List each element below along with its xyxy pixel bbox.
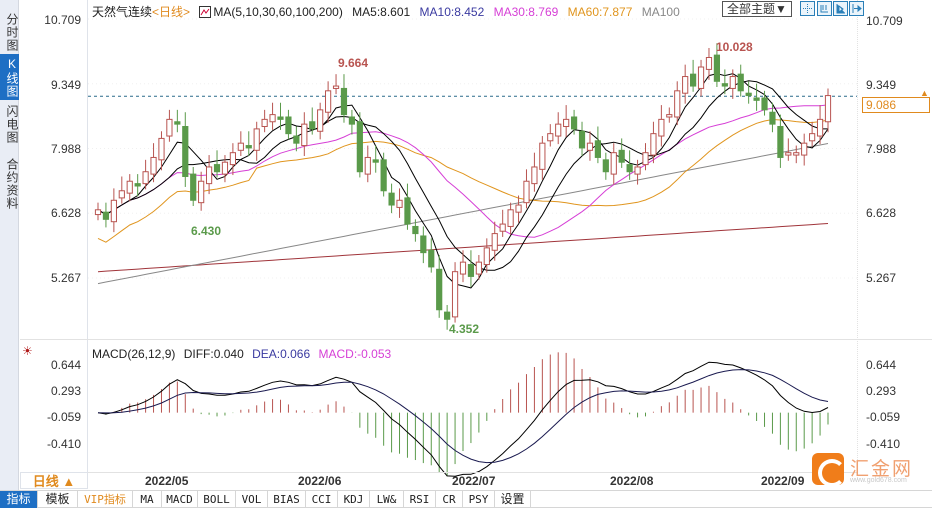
price-tick: 10.709 bbox=[44, 13, 81, 27]
period-tag: <日线> bbox=[152, 5, 191, 19]
diff-value: DIFF:0.040 bbox=[183, 347, 244, 361]
logo-icon bbox=[812, 453, 846, 487]
tab-boll[interactable]: BOLL bbox=[198, 491, 236, 508]
dea-value: DEA:0.066 bbox=[252, 347, 311, 361]
svg-text:9.664: 9.664 bbox=[338, 56, 368, 70]
macd-tick: -0.410 bbox=[46, 437, 81, 451]
price-tick: 6.628 bbox=[866, 206, 897, 220]
tab-flash-chart[interactable]: 闪电图 bbox=[5, 104, 19, 144]
macd-tick: -0.410 bbox=[866, 437, 901, 451]
macd-tick: -0.059 bbox=[46, 410, 81, 424]
tab-indicators[interactable]: 指标 bbox=[0, 491, 38, 508]
tab-lwr[interactable]: LW& bbox=[370, 491, 404, 508]
price-tick: 5.267 bbox=[50, 271, 81, 285]
logo-text: 汇金网 bbox=[850, 459, 914, 480]
date-axis: 2022/05 2022/06 2022/07 2022/08 2022/09 bbox=[88, 472, 857, 488]
theme-dropdown[interactable]: 全部主题▼ bbox=[722, 1, 792, 17]
ma30-value: MA30:8.769 bbox=[493, 5, 559, 19]
date-tick: 2022/09 bbox=[761, 474, 805, 488]
macd-settings-icon[interactable]: ☀ bbox=[22, 344, 33, 358]
tab-cr[interactable]: CR bbox=[436, 491, 463, 508]
period-selector[interactable]: 日线 ▲ bbox=[20, 472, 88, 489]
macd-legend: MACD(26,12,9) DIFF:0.040 DEA:0.066 MACD:… bbox=[92, 347, 396, 361]
tab-templates[interactable]: 模板 bbox=[38, 491, 78, 508]
macd-value: MACD:-0.053 bbox=[318, 347, 392, 361]
current-price-arrow-icon: ▲ bbox=[920, 88, 929, 98]
kline-plot-area[interactable]: 9.664 6.430 4.352 10.028 bbox=[0, 0, 932, 480]
macd-tick: 0.293 bbox=[50, 384, 81, 398]
macd-tick: 0.293 bbox=[866, 384, 897, 398]
price-tick: 5.267 bbox=[866, 271, 897, 285]
macd-tick: 0.644 bbox=[866, 358, 897, 372]
date-tick: 2022/07 bbox=[452, 474, 496, 488]
instrument-name: 天然气连续 bbox=[92, 5, 153, 19]
price-tick: 9.349 bbox=[50, 78, 81, 92]
price-tick: 6.628 bbox=[50, 206, 81, 220]
tab-cci[interactable]: CCI bbox=[306, 491, 338, 508]
ma-legend: 天然气连续<日线> MA(5,10,30,60,100,200) MA5:8.6… bbox=[92, 3, 686, 20]
tab-psy[interactable]: PSY bbox=[463, 491, 495, 508]
ma5-value: MA5:8.601 bbox=[352, 5, 411, 19]
date-tick: 2022/05 bbox=[145, 474, 189, 488]
gold678-logo: 汇金网 www.gold678.com bbox=[812, 452, 922, 488]
right-price-axis: 10.709 9.349 7.988 6.628 5.267 0.644 0.2… bbox=[857, 0, 932, 480]
indicator-chart-icon[interactable] bbox=[199, 6, 212, 18]
price-tick: 7.988 bbox=[866, 142, 897, 156]
tab-kline-chart[interactable]: K线图 bbox=[0, 54, 19, 100]
macd-params: MACD(26,12,9) bbox=[92, 347, 176, 361]
tab-contract-info[interactable]: 合约资料 bbox=[5, 158, 19, 210]
date-tick: 2022/06 bbox=[298, 474, 342, 488]
go-latest-icon[interactable] bbox=[849, 1, 864, 16]
tab-vol[interactable]: VOL bbox=[236, 491, 268, 508]
ma-params: MA(5,10,30,60,100,200) bbox=[213, 5, 343, 19]
ma60-value: MA60:7.877 bbox=[567, 5, 633, 19]
svg-text:6.430: 6.430 bbox=[191, 224, 221, 238]
tab-vip-indicators[interactable]: VIP指标 bbox=[78, 491, 133, 508]
macd-tick: 0.644 bbox=[50, 358, 81, 372]
tab-settings[interactable]: 设置 bbox=[495, 491, 531, 508]
crosshair-icon[interactable] bbox=[800, 1, 815, 16]
tab-macd[interactable]: MACD bbox=[162, 491, 198, 508]
tab-rsi[interactable]: RSI bbox=[404, 491, 436, 508]
tab-ma[interactable]: MA bbox=[133, 491, 162, 508]
price-tick: 9.349 bbox=[866, 78, 897, 92]
left-price-axis: 10.709 9.349 7.988 6.628 5.267 0.644 0.2… bbox=[20, 0, 88, 480]
indicator-tab-bar: 指标 模板 VIP指标 MA MACD BOLL VOL BIAS CCI KD… bbox=[0, 490, 932, 508]
step-forward-icon[interactable] bbox=[833, 1, 848, 16]
macd-tick: -0.059 bbox=[866, 410, 901, 424]
pane-divider[interactable] bbox=[20, 339, 932, 340]
price-tick: 10.709 bbox=[866, 14, 903, 28]
svg-text:10.028: 10.028 bbox=[716, 40, 753, 54]
svg-text:4.352: 4.352 bbox=[449, 322, 479, 336]
ma100-value: MA100 bbox=[641, 5, 680, 19]
logo-url: www.gold678.com bbox=[850, 477, 907, 484]
price-tick: 7.988 bbox=[50, 142, 81, 156]
tab-kdj[interactable]: KDJ bbox=[338, 491, 370, 508]
tab-intraday-chart[interactable]: 分时图 bbox=[5, 12, 19, 52]
side-tab-strip: 分时图 K线图 闪电图 合约资料 bbox=[0, 0, 19, 508]
tab-bias[interactable]: BIAS bbox=[268, 491, 306, 508]
date-tick: 2022/08 bbox=[610, 474, 654, 488]
current-price-tag: 9.086 bbox=[862, 97, 930, 113]
zoom-in-icon[interactable] bbox=[817, 1, 832, 16]
ma10-value: MA10:8.452 bbox=[419, 5, 485, 19]
